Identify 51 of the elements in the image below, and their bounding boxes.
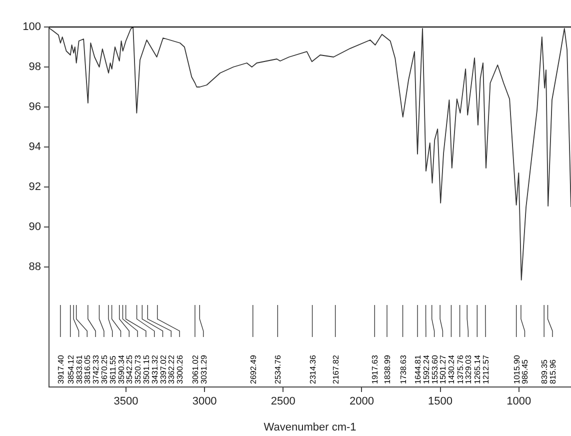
annotation: 3520.73 (134, 354, 143, 384)
x-tick-label: 1500 (428, 396, 453, 408)
x-tick-label: 3000 (192, 396, 217, 408)
annotation: 1644.81 (414, 354, 423, 384)
annotation: 3670.25 (100, 354, 109, 384)
annotation: 3431.32 (150, 354, 160, 384)
annotation: 3854.12 (66, 354, 76, 384)
annotation: 3501.15 (142, 354, 151, 384)
y-tick-label: 94 (28, 141, 41, 154)
annotation: 3362.22 (167, 354, 176, 384)
annotation: 1917.63 (370, 354, 380, 384)
annotation: 839.35 (540, 358, 550, 384)
x-tick-label: 1000 (506, 396, 532, 408)
annotation: 2167.82 (331, 354, 340, 384)
annotation: 2692.49 (248, 354, 258, 384)
annotation: 3590.34 (116, 354, 126, 384)
annotation: 3031.29 (199, 354, 208, 384)
annotation: 1738.63 (398, 354, 408, 384)
annotation: 815.96 (548, 358, 558, 384)
annotation: 1329.03 (464, 354, 474, 384)
x-tick-label: 3500 (114, 396, 138, 408)
annotation: 3833.61 (74, 354, 84, 384)
x-axis-title: Wavenumber cm-1 (264, 421, 356, 434)
annotation: 2314.36 (308, 354, 318, 384)
annotation: 1375.76 (456, 354, 465, 384)
annotation: 1212.57 (482, 354, 491, 384)
y-tick-label: 90 (28, 221, 41, 234)
annotation: 3397.02 (158, 354, 168, 384)
annotation: 3542.25 (125, 354, 134, 384)
annotation: 1265.14 (473, 354, 482, 384)
annotation: 1592.24 (422, 354, 431, 384)
annotation: 3300.26 (176, 354, 185, 384)
annotation: 1501.27 (438, 354, 448, 384)
x-tick-label: 2500 (270, 396, 296, 408)
annotation: 3742.33 (92, 354, 101, 384)
y-tick-label: 98 (28, 61, 41, 74)
annotation: 1553.60 (430, 354, 440, 384)
y-tick-label: 96 (28, 101, 41, 114)
annotation: 3061.02 (190, 354, 200, 384)
annotation: 3611.55 (108, 355, 118, 384)
annotation: 1015.90 (512, 354, 522, 384)
y-tick-label: 92 (28, 181, 41, 194)
annotation: 1430.24 (447, 354, 456, 384)
annotation: 986.45 (520, 358, 530, 384)
y-tick-label: 100 (22, 21, 41, 34)
x-tick-label: 2000 (349, 396, 374, 408)
annotation: 1838.99 (382, 354, 392, 384)
annotation: 2534.76 (274, 354, 283, 384)
annotation: 3816.05 (83, 354, 92, 384)
annotation: 3917.40 (56, 354, 66, 384)
y-tick-label: 88 (28, 261, 41, 274)
